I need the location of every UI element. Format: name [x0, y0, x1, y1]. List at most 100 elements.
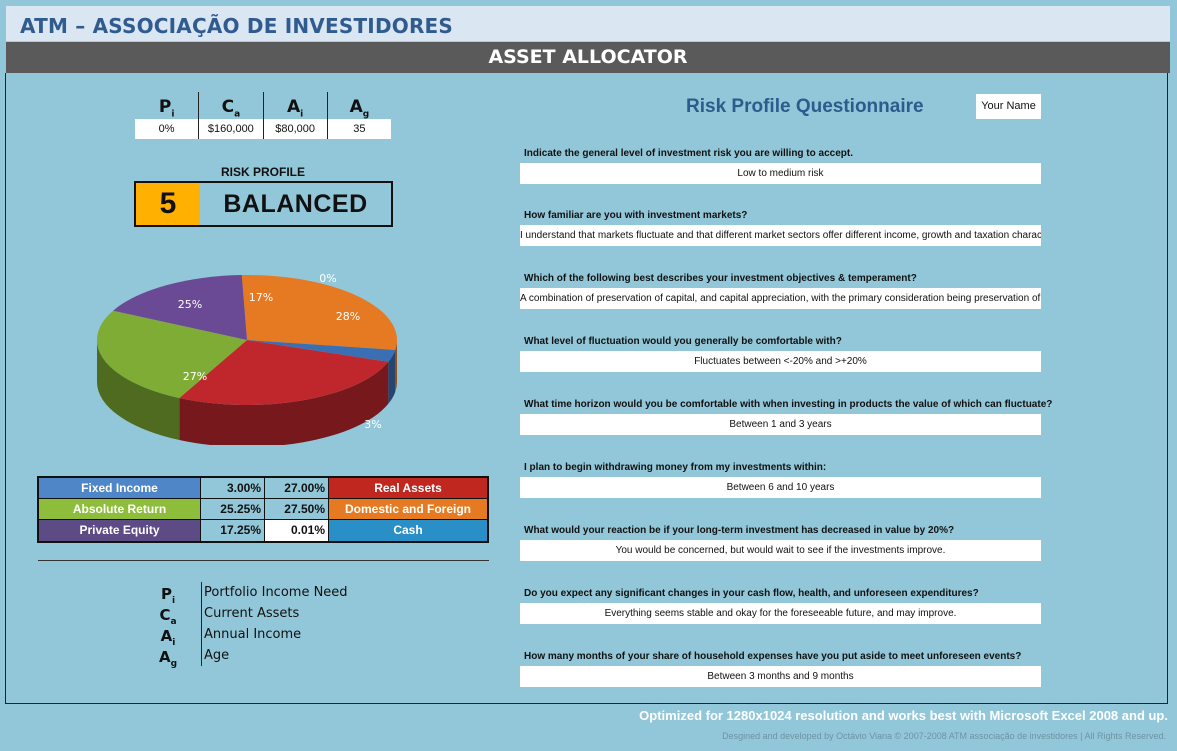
question-text: What time horizon would you be comfortab…: [524, 399, 1053, 410]
legend-symbol-sub: g: [170, 659, 178, 669]
risk-profile-name: BALANCED: [223, 190, 368, 218]
question-block: I plan to begin withdrawing money from m…: [520, 461, 1041, 498]
content-frame: [5, 73, 1168, 704]
risk-profile-label: RISK PROFILE: [220, 165, 305, 179]
org-title: ATM – ASSOCIAÇÃO DE INVESTIDORES: [20, 14, 454, 38]
stats-header-symbol: C: [221, 97, 235, 117]
section-divider: [38, 560, 489, 561]
app-title: ASSET ALLOCATOR: [6, 42, 1170, 73]
allocation-right-label: Domestic and Foreign Equity: [329, 499, 487, 536]
stats-header-subscript: a: [234, 109, 241, 120]
stats-header-symbol: A: [349, 97, 363, 117]
credits: Desgined and developed by Octávio Viana …: [722, 731, 1166, 741]
legend-symbol-sub: i: [172, 638, 176, 648]
allocation-left-value: 17.25%: [201, 520, 265, 541]
pie-slice-label: 0%: [319, 272, 336, 285]
pie-slice-side: [395, 340, 397, 392]
pie-slice-side: [179, 361, 389, 445]
stats-table: Pi Ca Ai Ag 0% $160,000 $80,000 35: [135, 92, 391, 139]
question-block: Which of the following best describes yo…: [520, 272, 1041, 309]
allocation-right-value: 27.50%: [265, 499, 329, 520]
question-block: What would your reaction be if your long…: [520, 524, 1041, 561]
stats-header-subscript: i: [300, 109, 304, 120]
answer-dropdown[interactable]: A combination of preservation of capital…: [520, 288, 1041, 309]
stats-header-cell: Pi: [135, 92, 198, 119]
legend-description: Annual Income: [204, 627, 302, 642]
answer-dropdown[interactable]: Between 3 months and 9 months: [520, 666, 1041, 687]
allocation-table: Fixed Income 3.00% 27.00% Real Assets Absolu…: [37, 476, 489, 543]
answer-dropdown[interactable]: Everything seems stable and okay for the…: [520, 603, 1041, 624]
allocation-right-label: Cash: [329, 520, 487, 541]
question-text: Which of the following best describes yo…: [524, 273, 917, 284]
question-text: I plan to begin withdrawing money from m…: [524, 462, 827, 473]
org-header: ATM – ASSOCIAÇÃO DE INVESTIDORES: [6, 6, 1170, 42]
legend-symbol-main: C: [159, 606, 171, 624]
answer-dropdown[interactable]: I understand that markets fluctuate and …: [520, 225, 1041, 246]
answer-dropdown[interactable]: Between 1 and 3 years: [520, 414, 1041, 435]
legend-item: Ai Annual Income: [135, 624, 348, 648]
question-block: Indicate the general level of investment…: [520, 147, 1041, 184]
stats-header-cell: Ai: [262, 92, 327, 120]
your-name-field[interactable]: Your Name: [976, 94, 1041, 119]
allocation-right-value[interactable]: 0.01%: [265, 520, 329, 541]
allocation-left-label: Absolute Return: [39, 499, 201, 520]
pie-slice: [179, 340, 389, 405]
allocation-left-label: Fixed Income: [39, 478, 201, 499]
answer-dropdown[interactable]: Between 6 and 10 years: [520, 477, 1041, 498]
answer-dropdown[interactable]: You would be concerned, but would wait t…: [520, 540, 1041, 561]
legend-item: Ca Current Assets: [135, 603, 348, 627]
answer-dropdown[interactable]: Fluctuates between <-20% and >+20%: [520, 351, 1041, 372]
question-block: How familiar are you with investment mar…: [520, 209, 1041, 246]
legend-item: Ag Age: [135, 645, 348, 669]
legend-symbol: Pi: [135, 582, 202, 606]
pie-slice-side: [388, 349, 396, 404]
question-block: How many months of your share of househo…: [520, 650, 1041, 687]
question-text: How many months of your share of househo…: [524, 651, 1022, 662]
allocation-row: Absolute Return 25.25% 27.50% Domestic and …: [39, 499, 487, 536]
stats-value-cell[interactable]: 0%: [158, 123, 175, 135]
question-block: What level of fluctuation would you gene…: [520, 335, 1041, 372]
stats-value-cell[interactable]: $80,000: [262, 119, 327, 139]
stats-header-subscript: g: [362, 109, 370, 120]
legend-description: Current Assets: [204, 606, 300, 621]
allocation-row: Fixed Income 3.00% 27.00% Real Assets: [39, 478, 487, 499]
optimized-note: Optimized for 1280x1024 resolution and w…: [639, 708, 1168, 723]
legend-description: Portfolio Income Need: [204, 585, 348, 600]
legend-symbol: Ca: [135, 603, 202, 627]
stats-value-cell[interactable]: $160,000: [198, 119, 262, 139]
pie-slice-label: 25%: [178, 298, 202, 311]
question-text: Indicate the general level of investment…: [524, 148, 853, 159]
question-text: What level of fluctuation would you gene…: [524, 336, 842, 347]
pie-slice: [247, 340, 396, 362]
stats-header-symbol: A: [286, 97, 301, 117]
pie-slice: [113, 275, 248, 340]
risk-profile-number: 5: [136, 183, 200, 225]
question-block: Do you expect any significant changes in…: [520, 587, 1041, 624]
question-block: What time horizon would you be comfortab…: [520, 398, 1053, 435]
pie-slice-label: 3%: [364, 418, 381, 431]
allocation-left-label: Private Equity: [39, 520, 201, 541]
questionnaire-title: Risk Profile Questionnaire: [686, 96, 924, 117]
stats-header-cell: Ca: [198, 92, 262, 119]
allocation-right-value: 27.00%: [265, 478, 329, 499]
legend-symbol: Ag: [135, 645, 202, 669]
stats-value-cell[interactable]: 35: [326, 119, 391, 139]
legend-symbol-main: P: [160, 585, 172, 603]
question-text: How familiar are you with investment mar…: [524, 210, 748, 221]
pie-slice-label: 17%: [249, 291, 273, 304]
risk-profile-box: 5 BALANCED: [134, 181, 393, 227]
question-text: Do you expect any significant changes in…: [524, 588, 979, 599]
legend-symbol-main: A: [158, 648, 171, 666]
pie-slice: [96, 310, 247, 399]
pie-slice-label: 28%: [336, 310, 360, 323]
pie-slice-side: [97, 340, 180, 441]
legend-symbol: Ai: [135, 624, 202, 648]
pie-slice: [241, 275, 397, 350]
answer-dropdown[interactable]: Low to medium risk: [520, 163, 1041, 184]
symbol-legend: Pi Portfolio Income Need Ca Current Assets A…: [135, 582, 348, 669]
pie-slice-label: 27%: [183, 370, 207, 383]
stats-header-cell: Ag: [326, 92, 391, 120]
allocation-left-value: 3.00%: [201, 478, 265, 499]
allocation-pie-chart: 28% 3% 27% 25% 17% 0%: [96, 272, 397, 445]
allocation-row: Private Equity 17.25% 0.01% Cash: [39, 520, 487, 541]
